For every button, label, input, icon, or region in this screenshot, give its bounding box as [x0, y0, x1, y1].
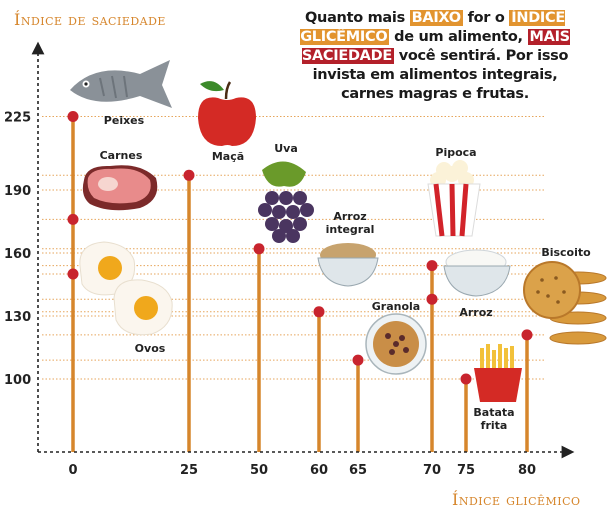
y-tick-label: 100: [4, 373, 31, 388]
food-label: Uva: [274, 142, 298, 155]
y-tick-label: 225: [4, 111, 31, 126]
data-point: [313, 306, 325, 318]
x-tick-label: 50: [250, 463, 268, 478]
data-point: [426, 293, 438, 305]
data-point: [426, 260, 438, 272]
data-point: [460, 373, 472, 385]
data-point: [183, 169, 195, 181]
icons: [70, 60, 607, 402]
headline: Quanto mais BAIXO for o ÍNDICE GLICÊMICO…: [290, 9, 580, 104]
data-points: [67, 111, 533, 385]
axes: [31, 41, 575, 459]
rice-bowl-icon: [317, 243, 379, 287]
headline-part-1: Quanto mais: [305, 10, 410, 26]
food-label-line: Batata: [473, 406, 514, 419]
food-label: Granola: [372, 300, 420, 313]
x-tick-label: 60: [310, 463, 328, 478]
x-tick-label: 75: [457, 463, 475, 478]
headline-part-3: de um alimento,: [389, 29, 528, 45]
apple-icon: [198, 81, 256, 146]
y-axis-title: Índice de saciedade: [14, 10, 166, 29]
white-rice-bowl-icon: [443, 249, 511, 297]
food-label: Ovos: [135, 342, 166, 355]
food-label-line: frita: [481, 419, 508, 432]
grapes-icon: [258, 161, 314, 243]
eggs-icon: [79, 241, 173, 336]
data-point: [67, 213, 79, 225]
stems: [71, 116, 529, 452]
x-tick-label: 80: [518, 463, 536, 478]
x-tick-label: 70: [423, 463, 441, 478]
food-label: Arroz: [459, 306, 492, 319]
x-tick-label: 65: [349, 463, 367, 478]
food-label: Pipoca: [435, 146, 476, 159]
data-point: [521, 329, 533, 341]
food-label: Arroz integral: [326, 210, 375, 236]
popcorn-icon: [427, 160, 481, 237]
labels: 100 130 160 190 225 0 25 50 60 65 70 75 80 Peixes Carn…: [4, 111, 591, 479]
data-point: [67, 268, 79, 280]
food-label: Maçã: [212, 150, 244, 163]
food-label-line: Arroz: [333, 210, 366, 223]
food-label: Carnes: [100, 149, 143, 162]
steak-icon: [82, 165, 158, 211]
food-label: Batata frita: [473, 406, 514, 432]
x-tick-label: 25: [180, 463, 198, 478]
headline-part-4: você sentirá. Por isso invista em alimen…: [312, 48, 569, 102]
fish-icon: [70, 60, 172, 108]
x-tick-label: 0: [68, 463, 77, 478]
highlight-baixo: BAIXO: [409, 10, 463, 26]
y-tick-label: 130: [4, 310, 31, 325]
food-label: Peixes: [104, 114, 145, 127]
cookie-icon: [523, 261, 607, 345]
data-point: [253, 243, 265, 255]
y-tick-label: 160: [4, 247, 31, 262]
fries-icon: [474, 344, 522, 402]
y-tick-label: 190: [4, 184, 31, 199]
food-label: Biscoito: [541, 246, 591, 259]
x-axis-title: Índice glicêmico: [452, 490, 581, 509]
food-label-line: integral: [326, 223, 375, 236]
data-point: [67, 111, 79, 122]
headline-part-2: for o: [462, 10, 510, 26]
data-point: [352, 354, 364, 366]
granola-bowl-icon: [365, 313, 427, 375]
